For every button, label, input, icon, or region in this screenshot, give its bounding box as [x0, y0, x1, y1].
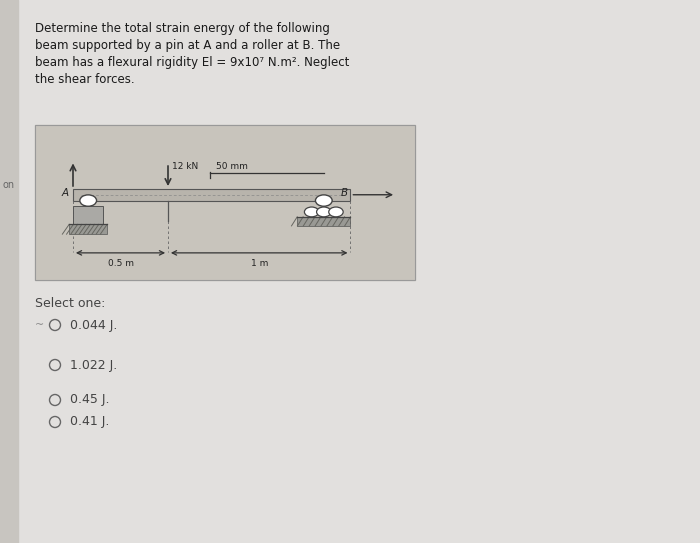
Circle shape — [316, 207, 331, 217]
Text: beam has a flexural rigidity El = 9x10⁷ N.m². Neglect: beam has a flexural rigidity El = 9x10⁷ … — [35, 56, 349, 69]
Text: B: B — [341, 188, 349, 198]
Text: 1.022 J.: 1.022 J. — [70, 358, 118, 371]
Bar — [0, 0, 18, 543]
Text: Select one:: Select one: — [35, 297, 106, 310]
Circle shape — [329, 207, 343, 217]
Text: 0.45 J.: 0.45 J. — [70, 394, 109, 407]
Text: on: on — [3, 180, 15, 190]
Text: 12 kN: 12 kN — [172, 162, 198, 171]
Bar — [35, 125, 415, 280]
Text: beam supported by a pin at A and a roller at B. The: beam supported by a pin at A and a rolle… — [35, 39, 340, 52]
Text: 0.41 J.: 0.41 J. — [70, 415, 109, 428]
Circle shape — [316, 195, 332, 206]
Bar — [35, 125, 415, 280]
Text: the shear forces.: the shear forces. — [35, 73, 134, 86]
Text: 1 m: 1 m — [251, 258, 268, 268]
Bar — [73, 206, 104, 224]
Text: 0.5 m: 0.5 m — [108, 258, 134, 268]
Bar — [69, 224, 107, 234]
Circle shape — [304, 207, 319, 217]
Text: 0.044 J.: 0.044 J. — [70, 319, 118, 331]
Bar — [298, 217, 351, 226]
Circle shape — [80, 195, 97, 206]
Text: ~: ~ — [35, 320, 44, 330]
Text: Determine the total strain energy of the following: Determine the total strain energy of the… — [35, 22, 330, 35]
Text: 50 mm: 50 mm — [216, 162, 247, 172]
Text: A: A — [61, 188, 68, 198]
Bar — [73, 189, 351, 200]
